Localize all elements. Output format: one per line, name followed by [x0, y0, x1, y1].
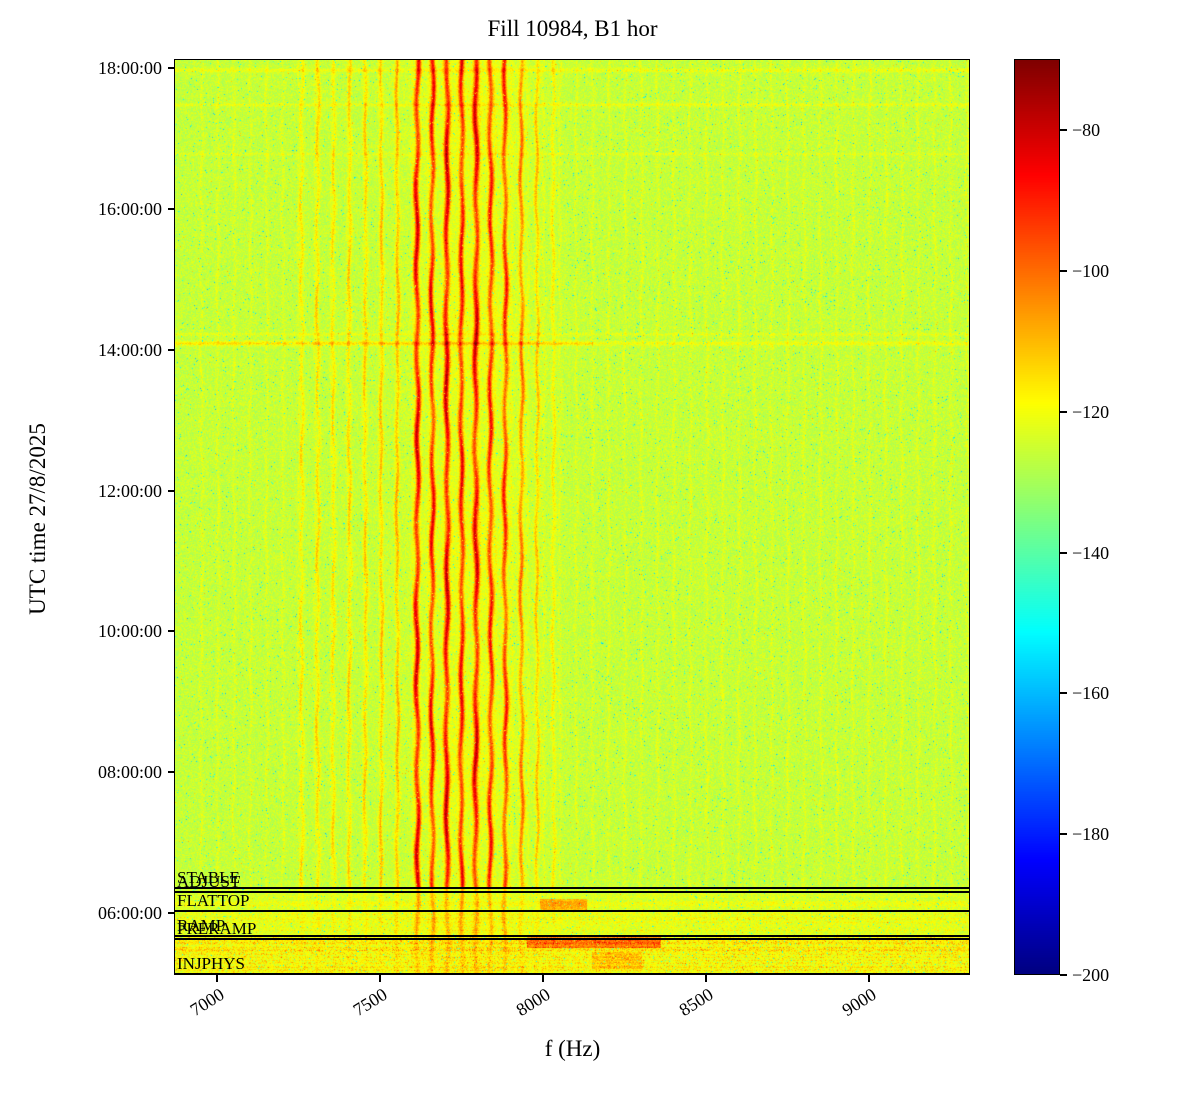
- colorbar-tick-mark: [1060, 833, 1067, 836]
- beam-mode-label: ADJUST: [177, 871, 241, 891]
- x-tick-label: 7500: [349, 984, 391, 1021]
- y-tick-mark: [168, 489, 175, 492]
- x-tick-label: 8500: [675, 984, 717, 1021]
- y-tick-label: 08:00:00: [97, 762, 162, 783]
- x-tick-label: 8000: [512, 984, 554, 1021]
- y-tick-label: 14:00:00: [97, 339, 162, 360]
- colorbar-tick-mark: [1060, 129, 1067, 132]
- colorbar-tick-mark: [1060, 410, 1067, 413]
- x-tick-mark: [379, 975, 382, 982]
- plot-title: Fill 10984, B1 hor: [487, 16, 658, 41]
- colorbar-tick-label: −200: [1072, 965, 1110, 985]
- colorbar-tick-mark: [1060, 551, 1067, 554]
- y-tick-mark: [168, 67, 175, 70]
- spectrogram-canvas: [175, 60, 970, 975]
- x-tick-label: 9000: [838, 984, 880, 1021]
- colorbar-tick-mark: [1060, 692, 1067, 695]
- x-axis-label: f (Hz): [544, 1036, 601, 1061]
- beam-mode-label: PRERAMP: [177, 918, 257, 938]
- colorbar-tick-label: −140: [1072, 542, 1110, 563]
- y-tick-label: 12:00:00: [97, 480, 162, 501]
- colorbar-tick-mark: [1060, 270, 1067, 273]
- beam-mode-line: [175, 890, 970, 893]
- colorbar-tick-label: −180: [1072, 824, 1110, 845]
- colorbar-tick-mark: [1060, 974, 1067, 976]
- x-tick-mark: [542, 975, 545, 982]
- beam-mode-line: [175, 935, 970, 938]
- beam-mode-label: FLATTOP: [177, 891, 250, 911]
- beam-mode-line: [175, 937, 970, 940]
- x-tick-label: 7000: [186, 984, 228, 1021]
- y-axis-label: UTC time 27/8/2025: [25, 423, 50, 615]
- colorbar-tick-label: −80: [1072, 120, 1101, 141]
- y-tick-mark: [168, 771, 175, 774]
- beam-mode-label: RAMP: [177, 916, 226, 936]
- y-tick-mark: [168, 630, 175, 633]
- y-tick-mark: [168, 348, 175, 351]
- beam-mode-label: STABLE: [177, 867, 240, 887]
- y-tick-label: 06:00:00: [97, 902, 162, 923]
- colorbar-tick-label: −120: [1072, 401, 1110, 422]
- colorbar-tick-label: −100: [1072, 261, 1110, 282]
- x-tick-mark: [867, 975, 870, 982]
- y-tick-mark: [168, 911, 175, 914]
- y-tick-label: 18:00:00: [97, 58, 162, 79]
- y-tick-mark: [168, 208, 175, 210]
- colorbar-tick-label: −160: [1072, 683, 1110, 704]
- beam-mode-line: [175, 910, 970, 913]
- beam-mode-line: [175, 972, 970, 975]
- x-tick-mark: [216, 975, 219, 982]
- y-tick-label: 16:00:00: [97, 199, 162, 219]
- beam-mode-line: [175, 886, 970, 889]
- x-tick-mark: [705, 975, 708, 982]
- y-tick-label: 10:00:00: [97, 621, 162, 642]
- beam-mode-label: INJPHYS: [177, 953, 246, 973]
- colorbar-canvas: [1015, 60, 1060, 975]
